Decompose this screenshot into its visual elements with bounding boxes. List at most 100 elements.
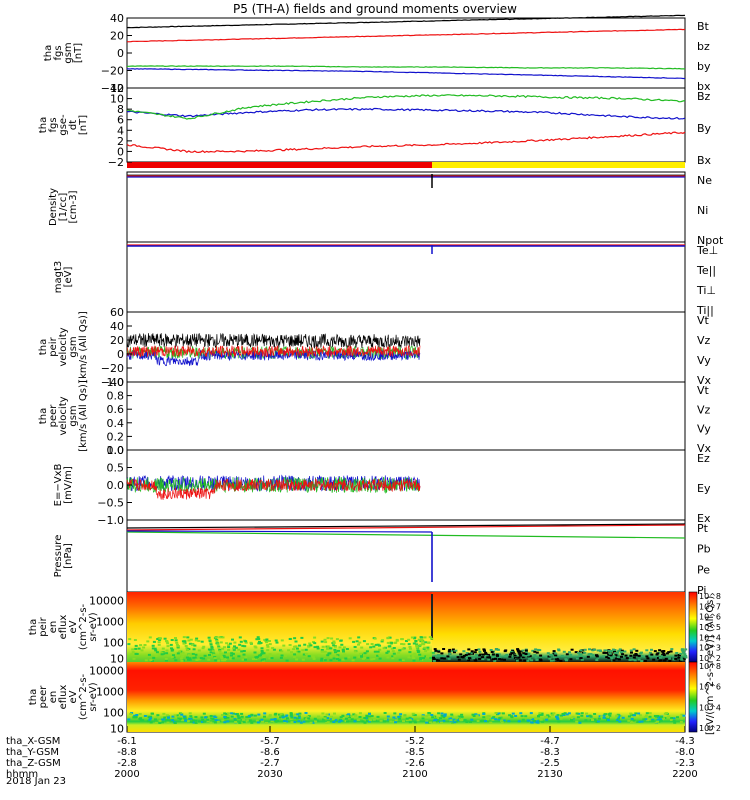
speckle — [455, 716, 459, 719]
speckle — [386, 715, 390, 718]
speckle — [422, 643, 426, 646]
speckle — [490, 651, 494, 653]
speckle — [448, 652, 452, 655]
speckle — [670, 648, 674, 651]
speckle — [535, 651, 539, 654]
ylabel-line: [nT] — [73, 43, 84, 63]
speckle — [484, 652, 488, 655]
speckle — [391, 657, 395, 660]
speckle — [533, 650, 537, 653]
yaxis-1-tick-label: 12 — [110, 82, 124, 95]
speckle — [135, 653, 139, 655]
colorbar-top-tick: 10^7 — [699, 602, 721, 611]
speckle — [357, 643, 360, 646]
speckle — [182, 636, 186, 639]
yaxis-5-tick-label: 0.4 — [107, 417, 125, 430]
speckle — [407, 643, 411, 646]
speckle — [405, 640, 408, 642]
speckle — [161, 718, 164, 721]
speckle — [585, 712, 589, 715]
speckle — [240, 712, 244, 715]
speckle — [629, 649, 633, 652]
speckle — [491, 653, 495, 656]
speckle — [548, 657, 552, 660]
speckle — [451, 648, 455, 651]
speckle — [250, 721, 254, 724]
speckle — [347, 713, 351, 716]
speckle — [192, 656, 196, 659]
speckle — [418, 653, 422, 656]
speckle — [668, 657, 672, 660]
speckle — [370, 658, 374, 661]
speckle — [323, 716, 327, 719]
speckle — [219, 653, 223, 656]
speckle — [655, 653, 659, 656]
speckle — [356, 718, 360, 721]
speckle — [498, 658, 502, 661]
xaxis-value: 2000 — [114, 769, 139, 780]
legend-Ti⊥: Ti⊥ — [696, 284, 716, 297]
speckle — [394, 716, 398, 719]
speckle — [339, 716, 343, 719]
speckle — [579, 649, 583, 652]
speckle — [524, 715, 528, 718]
series-line-Bz — [126, 131, 686, 154]
speckle — [257, 713, 261, 716]
speckle — [290, 721, 294, 724]
yaxis-spec-tick-label: 1000 — [96, 685, 124, 698]
speckle — [528, 657, 532, 660]
speckle — [179, 717, 182, 720]
speckle — [614, 654, 618, 657]
speckle — [481, 719, 485, 722]
speckle — [484, 720, 487, 723]
speckle — [605, 656, 609, 659]
speckle — [255, 656, 258, 659]
speckle — [618, 648, 622, 651]
speckle — [409, 647, 412, 650]
speckle — [167, 719, 171, 722]
speckle — [496, 717, 499, 720]
speckle — [496, 648, 500, 651]
speckle — [413, 652, 417, 655]
speckle — [165, 649, 169, 652]
speckle — [322, 658, 326, 661]
legend-Vy: Vy — [697, 423, 711, 436]
speckle — [187, 720, 190, 723]
speckle — [166, 642, 170, 645]
speckle — [676, 716, 679, 719]
speckle — [195, 637, 199, 640]
speckle — [437, 712, 441, 715]
speckle — [656, 715, 659, 717]
speckle — [256, 721, 260, 724]
speckle — [332, 657, 336, 660]
speckle — [133, 639, 137, 641]
speckle — [328, 654, 332, 657]
speckle — [450, 650, 454, 653]
speckle — [280, 650, 284, 653]
speckle — [263, 638, 267, 641]
ylabel-line: eV — [68, 620, 79, 633]
legend-Ti||: Ti|| — [696, 304, 714, 317]
speckle — [651, 719, 655, 722]
speckle — [656, 720, 659, 723]
panel-frame-3 — [126, 241, 686, 313]
speckle — [133, 714, 137, 717]
speckle — [254, 658, 258, 660]
speckle — [326, 645, 330, 648]
colorbar-top-tick: 10^4 — [699, 633, 721, 642]
speckle — [146, 720, 150, 723]
speckle — [680, 716, 684, 719]
legend-Ex: Ex — [697, 512, 711, 525]
speckle — [226, 653, 230, 655]
speckle — [535, 720, 539, 722]
speckle — [257, 654, 261, 657]
speckle — [305, 718, 309, 721]
panel-fgs-gse — [126, 94, 686, 154]
speckle — [428, 636, 432, 639]
speckle — [570, 717, 574, 719]
speckle — [507, 720, 511, 723]
ylabel-line: [km/s (All Qs)] — [78, 380, 89, 452]
speckle — [516, 648, 520, 651]
speckle — [340, 643, 344, 646]
speckle — [333, 648, 337, 651]
